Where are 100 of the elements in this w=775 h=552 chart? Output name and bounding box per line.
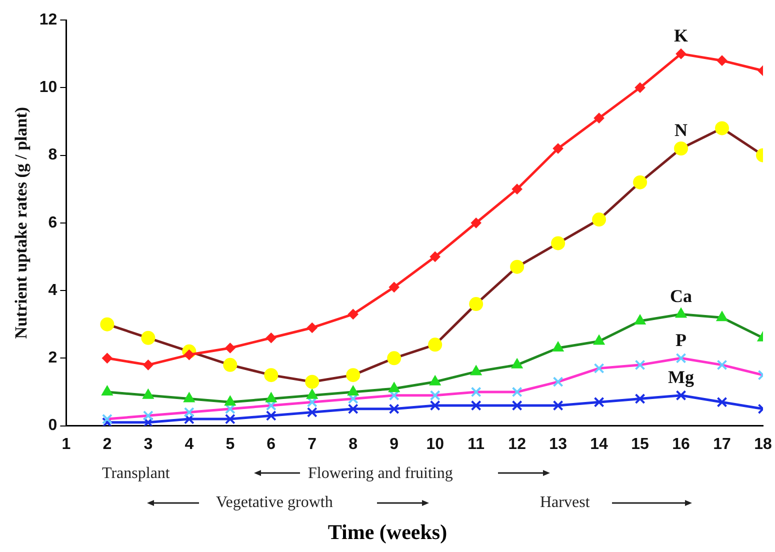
series-label: P bbox=[676, 330, 687, 350]
point bbox=[470, 386, 482, 398]
point bbox=[266, 332, 276, 343]
point bbox=[102, 417, 112, 426]
point bbox=[388, 382, 400, 392]
point bbox=[594, 363, 604, 374]
point bbox=[634, 360, 646, 370]
series-label: Ca bbox=[670, 286, 692, 306]
point bbox=[100, 317, 114, 332]
point bbox=[676, 390, 686, 401]
x-tick-label: 8 bbox=[348, 436, 358, 453]
point bbox=[469, 297, 484, 312]
point bbox=[634, 314, 646, 324]
x-tick-label: 12 bbox=[508, 436, 526, 453]
point bbox=[184, 392, 194, 402]
point bbox=[102, 414, 112, 424]
point bbox=[389, 282, 400, 292]
point bbox=[348, 386, 358, 396]
point bbox=[470, 400, 482, 411]
point bbox=[512, 184, 522, 194]
point bbox=[388, 404, 400, 414]
point bbox=[306, 389, 318, 399]
series-label: K bbox=[674, 25, 688, 46]
y-tick-label: 0 bbox=[48, 417, 58, 434]
point bbox=[674, 142, 688, 156]
point bbox=[266, 410, 276, 421]
point bbox=[716, 396, 728, 408]
point bbox=[266, 392, 276, 402]
point bbox=[430, 400, 440, 411]
x-tick-label: 6 bbox=[266, 436, 276, 453]
text: Vegetative growth bbox=[216, 494, 333, 512]
y-tick-label: 10 bbox=[39, 79, 58, 96]
x-tick-label: 16 bbox=[672, 436, 690, 453]
point bbox=[633, 175, 648, 190]
y-tick-label: 12 bbox=[39, 11, 58, 28]
point bbox=[510, 260, 524, 274]
x-tick-label: 15 bbox=[631, 436, 650, 453]
point bbox=[716, 312, 728, 322]
point bbox=[430, 376, 440, 386]
point bbox=[552, 342, 564, 352]
point bbox=[552, 400, 564, 411]
point bbox=[305, 374, 320, 389]
point bbox=[184, 407, 194, 418]
point bbox=[224, 396, 236, 406]
point bbox=[635, 82, 646, 93]
y-tick-label: 2 bbox=[48, 350, 58, 367]
x-tick-label: 11 bbox=[468, 436, 485, 453]
point bbox=[143, 360, 154, 370]
point bbox=[512, 358, 522, 368]
x-tick-label: 4 bbox=[184, 436, 194, 453]
x-tick-label: 14 bbox=[590, 436, 608, 453]
point bbox=[387, 351, 402, 366]
x-tick-label: 3 bbox=[144, 436, 153, 453]
point bbox=[307, 322, 318, 333]
point bbox=[470, 366, 482, 376]
point bbox=[552, 376, 564, 388]
point bbox=[594, 113, 604, 124]
point bbox=[348, 404, 358, 414]
point bbox=[142, 417, 154, 426]
point bbox=[141, 330, 156, 345]
point bbox=[224, 414, 236, 424]
x-tick-label: 9 bbox=[390, 436, 399, 453]
y-axis-title: Nutrient uptake rates (g / plant) bbox=[12, 106, 31, 339]
point bbox=[142, 389, 154, 399]
point bbox=[592, 212, 606, 227]
point bbox=[102, 386, 113, 396]
point bbox=[225, 343, 236, 354]
x-tick-label: 5 bbox=[226, 436, 235, 453]
x-tick-label: 13 bbox=[549, 436, 568, 453]
y-tick-label: 4 bbox=[48, 282, 58, 299]
y-tick-label: 6 bbox=[48, 214, 58, 232]
x-tick-label: 1 bbox=[62, 436, 71, 453]
x-tick-label: 10 bbox=[426, 436, 444, 453]
point bbox=[551, 236, 566, 250]
point bbox=[676, 48, 686, 59]
point bbox=[428, 338, 442, 352]
y-tick-label: 8 bbox=[48, 146, 58, 164]
x-tick-label: 17 bbox=[713, 436, 732, 453]
series-label: Mg bbox=[668, 367, 694, 388]
point bbox=[553, 144, 564, 154]
point bbox=[430, 252, 440, 262]
point bbox=[264, 368, 278, 382]
point bbox=[430, 390, 440, 401]
text: Flowering and fruiting bbox=[308, 465, 453, 483]
point bbox=[594, 396, 604, 408]
point bbox=[634, 394, 646, 404]
point bbox=[512, 400, 522, 411]
x-tick-label: 7 bbox=[308, 436, 317, 453]
point bbox=[306, 407, 318, 418]
series-label: N bbox=[674, 120, 688, 140]
text: Harvest bbox=[540, 494, 590, 512]
point bbox=[223, 358, 238, 372]
point bbox=[715, 121, 730, 136]
x-axis-title: Time (weeks) bbox=[326, 520, 448, 545]
x-tick-label: 18 bbox=[754, 436, 772, 453]
point bbox=[676, 352, 686, 364]
point bbox=[348, 309, 358, 320]
text: Transplant bbox=[102, 465, 170, 483]
point bbox=[102, 353, 112, 364]
point bbox=[716, 360, 728, 370]
